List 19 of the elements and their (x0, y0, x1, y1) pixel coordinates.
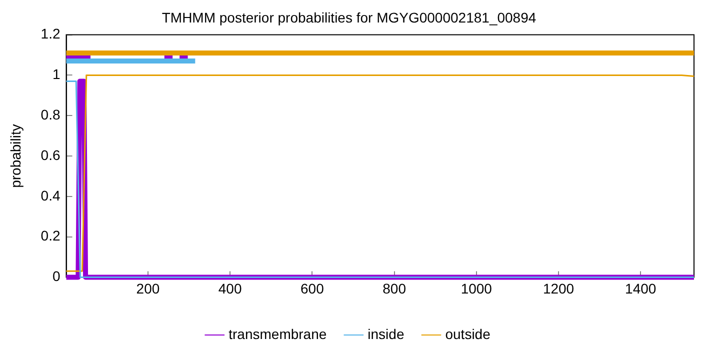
x-tick-label: 1400 (625, 280, 656, 296)
y-tick-label: 1.2 (40, 26, 60, 42)
y-axis-title: probability (7, 124, 24, 188)
y-tick-label: 0.4 (40, 187, 60, 204)
legend-label: inside (368, 326, 404, 342)
y-tick-label: 0 (52, 268, 60, 284)
legend-label: transmembrane (228, 326, 327, 342)
x-tick-label: 1200 (542, 280, 574, 296)
x-tick-label: 600 (300, 280, 324, 296)
y-tick-label: 0.2 (40, 228, 60, 244)
y-tick-label: 1 (52, 66, 60, 82)
x-tick-label: 200 (136, 280, 160, 296)
y-tick-label: 0.6 (40, 146, 60, 163)
legend-label: outside (445, 326, 491, 342)
y-tick-label: 0.8 (40, 106, 60, 122)
chart-title: TMHMM posterior probabilities for MGYG000002181_00894 (162, 9, 536, 26)
x-tick-label: 800 (382, 280, 406, 296)
x-tick-label: 1000 (460, 280, 492, 296)
x-tick-label: 400 (218, 280, 242, 296)
